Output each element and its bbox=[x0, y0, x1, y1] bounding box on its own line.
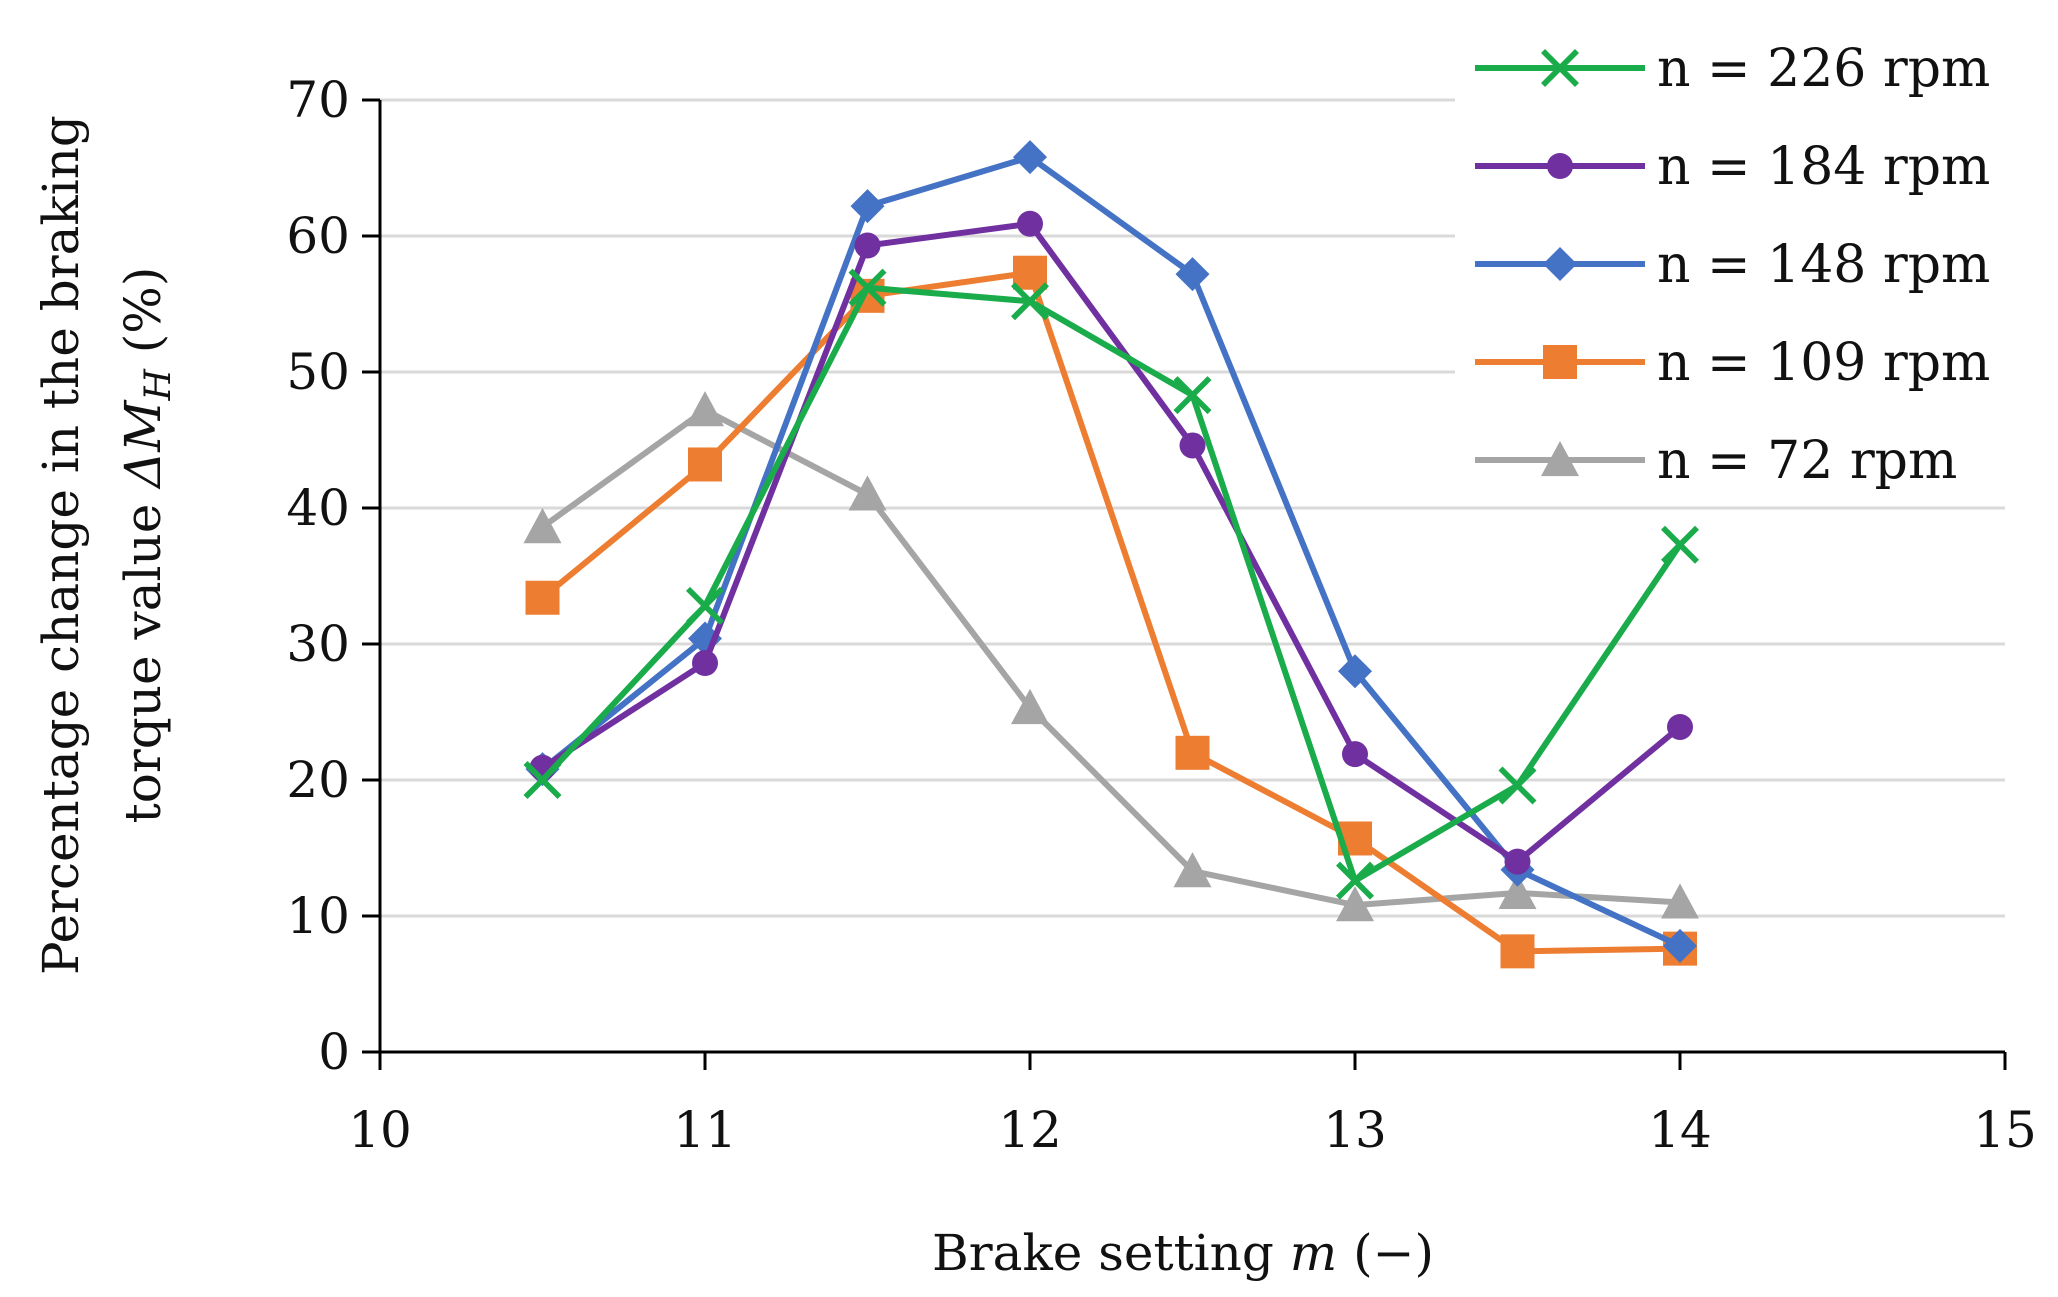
data-point bbox=[1336, 886, 1374, 922]
data-point bbox=[523, 761, 562, 799]
legend-item: n = 184 rpm bbox=[1475, 137, 1990, 197]
data-point bbox=[1017, 210, 1043, 237]
data-point bbox=[850, 189, 885, 224]
legend-marker bbox=[1541, 49, 1579, 87]
data-point bbox=[1504, 848, 1531, 875]
y-tick-label: 10 bbox=[286, 887, 350, 945]
y-tick-label: 40 bbox=[286, 479, 350, 537]
legend-marker bbox=[1541, 441, 1579, 477]
legend-item: n = 148 rpm bbox=[1475, 235, 1990, 295]
data-point bbox=[1667, 713, 1693, 740]
y-axis-variable: ΔM bbox=[114, 399, 172, 490]
series-line bbox=[540, 284, 1683, 884]
legend-label: n = 148 rpm bbox=[1657, 235, 1990, 295]
data-point bbox=[1175, 257, 1210, 292]
x-tick-label: 15 bbox=[1973, 1101, 2037, 1159]
y-tick-label: 70 bbox=[286, 71, 350, 129]
legend: n = 226 rpm n = 184 rpm n = 148 rpm n = 109… bbox=[1455, 15, 2015, 495]
data-point bbox=[1338, 654, 1372, 689]
data-point bbox=[686, 586, 724, 625]
data-point bbox=[1011, 282, 1049, 321]
data-point bbox=[1173, 852, 1212, 888]
legend-label: n = 72 rpm bbox=[1657, 431, 1957, 491]
x-axis-variable: m bbox=[1290, 1224, 1337, 1282]
x-tick-label: 10 bbox=[348, 1101, 412, 1159]
y-tick-label: 0 bbox=[318, 1023, 350, 1081]
series-4 bbox=[523, 391, 1699, 922]
data-point bbox=[523, 508, 562, 544]
data-point bbox=[1661, 525, 1699, 564]
legend-label: n = 226 rpm bbox=[1657, 39, 1990, 99]
series-line bbox=[540, 407, 1681, 909]
y-axis-title-line1: Percentage change in the braking bbox=[32, 115, 90, 975]
y-axis-variable-subscript: H bbox=[138, 368, 179, 401]
legend-item: n = 109 rpm bbox=[1475, 333, 1990, 393]
y-axis-title-prefix: torque value bbox=[114, 488, 172, 824]
data-point bbox=[1342, 741, 1368, 768]
tick-labels: 0 10 20 30 40 50 60 70 10 11 12 13 14 15 bbox=[286, 71, 2036, 1159]
data-point bbox=[1500, 934, 1535, 969]
series-line bbox=[540, 154, 1682, 949]
legend-label: n = 109 rpm bbox=[1657, 333, 1990, 393]
data-point bbox=[692, 650, 718, 677]
data-point bbox=[1661, 883, 1699, 919]
data-point bbox=[688, 447, 722, 482]
data-point bbox=[1175, 735, 1210, 770]
x-axis-title-prefix: Brake setting bbox=[932, 1224, 1290, 1282]
data-point bbox=[1336, 861, 1374, 900]
data-point bbox=[854, 232, 881, 259]
legend-marker bbox=[1543, 247, 1577, 281]
legend-item: n = 226 rpm bbox=[1475, 39, 1990, 99]
x-axis-title: Brake setting m (−) bbox=[932, 1224, 1434, 1282]
x-tick-label: 12 bbox=[998, 1101, 1062, 1159]
data-point bbox=[1663, 928, 1697, 963]
axes bbox=[362, 98, 2007, 1070]
data-point bbox=[1179, 432, 1206, 459]
legend-label: n = 184 rpm bbox=[1657, 137, 1990, 197]
data-point bbox=[848, 475, 887, 511]
y-tick-label: 20 bbox=[286, 751, 350, 809]
series-line bbox=[540, 220, 1682, 865]
series-1 bbox=[529, 210, 1693, 875]
y-tick-label: 60 bbox=[286, 207, 350, 265]
y-tick-label: 30 bbox=[286, 615, 350, 673]
legend-marker bbox=[1543, 345, 1577, 379]
series-line bbox=[540, 269, 1681, 955]
legend-item: n = 72 rpm bbox=[1475, 431, 1957, 491]
data-point bbox=[1498, 873, 1537, 910]
x-axis-title-suffix: (−) bbox=[1337, 1224, 1434, 1282]
y-axis-title-line2: torque value ΔMH (%) bbox=[114, 267, 179, 824]
data-point bbox=[848, 268, 887, 307]
y-axis-title-suffix: (%) bbox=[114, 267, 172, 369]
data-point bbox=[1498, 766, 1537, 805]
y-tick-label: 50 bbox=[286, 343, 350, 401]
data-point bbox=[1011, 688, 1049, 725]
data-point bbox=[686, 391, 724, 427]
plot-area bbox=[523, 140, 1699, 969]
data-point bbox=[1173, 376, 1212, 415]
series-0 bbox=[523, 268, 1699, 900]
legend-background bbox=[1455, 15, 2015, 495]
x-tick-label: 13 bbox=[1323, 1101, 1387, 1159]
x-tick-label: 11 bbox=[673, 1101, 737, 1159]
data-point bbox=[1013, 140, 1047, 175]
x-tick-label: 14 bbox=[1648, 1101, 1712, 1159]
data-point bbox=[525, 580, 560, 615]
data-point bbox=[1013, 255, 1047, 290]
legend-marker bbox=[1547, 153, 1573, 179]
